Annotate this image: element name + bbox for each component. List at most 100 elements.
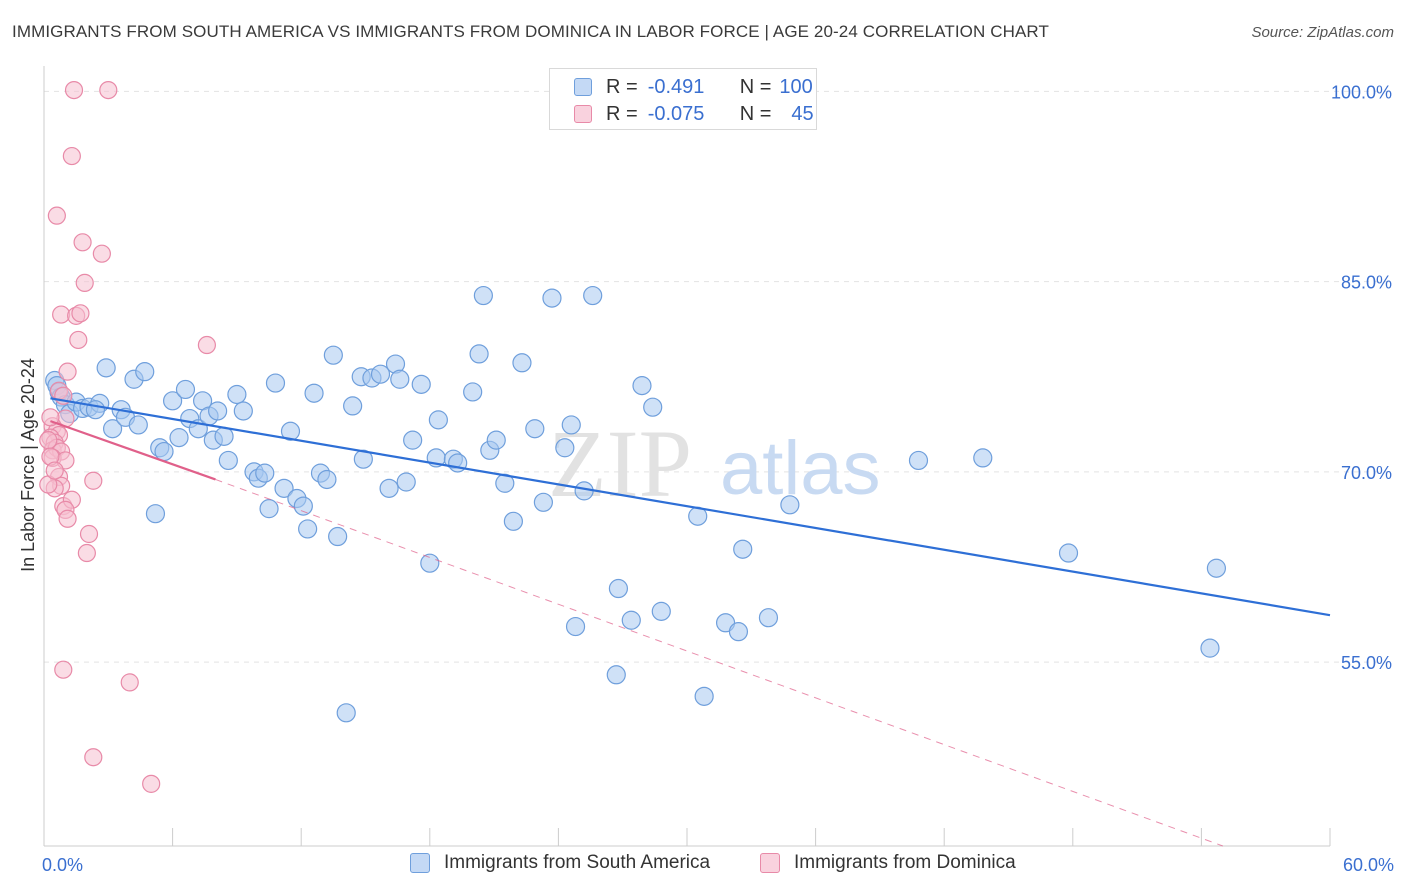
- south-america-point: [908, 450, 929, 471]
- dominica-trend-line: [50, 420, 216, 481]
- south-america-point: [259, 499, 279, 519]
- south-america-point: [154, 441, 174, 462]
- south-america-point: [227, 384, 247, 405]
- dominica-point: [84, 748, 103, 767]
- south-america-point: [135, 362, 155, 382]
- south-america-point: [379, 478, 399, 498]
- gridlines: [44, 90, 1394, 663]
- south-america-point: [233, 401, 253, 421]
- south-america-point: [525, 419, 545, 439]
- dominica-point: [84, 471, 103, 490]
- south-america-point: [428, 410, 448, 430]
- south-america-point: [145, 504, 166, 524]
- south-america-point: [583, 285, 603, 306]
- south-america-point: [274, 478, 294, 498]
- stats-swatch-blue: [574, 78, 592, 96]
- dominica-point: [45, 461, 64, 480]
- legend-label-dominica: Immigrants from Dominica: [794, 852, 1016, 873]
- south-america-point: [304, 383, 324, 403]
- dominica-point: [71, 304, 90, 323]
- dominica-point: [79, 524, 99, 544]
- dominica-point: [99, 80, 118, 100]
- south-america-point: [473, 285, 493, 306]
- south-america-point: [463, 382, 483, 402]
- chart-title: IMMIGRANTS FROM SOUTH AMERICA VS IMMIGRA…: [12, 22, 1049, 41]
- legend-label-south-america: Immigrants from South America: [444, 852, 711, 873]
- south-america-point: [403, 430, 423, 450]
- dominica-point: [73, 233, 92, 252]
- south-america-point: [1206, 558, 1227, 578]
- series-dominica-points: [39, 80, 216, 793]
- south-america-point: [420, 553, 440, 573]
- south-america-point: [486, 430, 506, 450]
- dominica-point: [69, 330, 88, 350]
- south-america-point: [128, 415, 148, 435]
- south-america-point: [512, 353, 532, 373]
- south-america-point: [733, 539, 753, 559]
- trend-lines: [50, 397, 1331, 847]
- south-america-point: [85, 400, 106, 420]
- south-america-point: [561, 415, 581, 435]
- legend-item-south-america[interactable]: Immigrants from South America: [410, 852, 710, 874]
- south-america-point: [758, 608, 779, 628]
- south-america-point: [632, 376, 652, 396]
- south-america-point: [621, 610, 641, 630]
- south-america-point: [643, 397, 663, 417]
- south-america-point: [370, 364, 391, 384]
- y-tick-label: 100.0%: [1331, 82, 1392, 102]
- south-america-point: [323, 345, 343, 365]
- stats-swatch-pink: [574, 105, 592, 123]
- south-america-point: [973, 448, 993, 468]
- stats-n-value: 100: [779, 75, 813, 98]
- south-america-point: [651, 601, 671, 621]
- south-america-point: [343, 396, 363, 416]
- south-america-point: [608, 578, 629, 599]
- y-tick-label: 85.0%: [1341, 273, 1392, 293]
- x-tick-label: 0.0%: [42, 855, 83, 875]
- dominica-point: [62, 146, 81, 166]
- south-america-point: [218, 450, 238, 471]
- south-america-point: [265, 373, 286, 393]
- dominica-point: [54, 660, 73, 679]
- south-america-point: [1200, 638, 1220, 658]
- south-america-point: [353, 449, 373, 469]
- stats-r-value: -0.491: [647, 75, 705, 98]
- south-america-point: [565, 616, 586, 637]
- legend-item-dominica[interactable]: Immigrants from Dominica: [760, 852, 1016, 874]
- dominica-point: [47, 206, 66, 225]
- watermark-atlas: atlas: [720, 426, 881, 511]
- south-america-point: [317, 469, 337, 490]
- south-america-point: [533, 492, 553, 512]
- south-america-point: [728, 622, 749, 642]
- dominica-point: [77, 543, 96, 563]
- south-america-point: [255, 463, 275, 483]
- south-america-point: [102, 419, 123, 439]
- dominica-point: [39, 431, 58, 450]
- stats-r-label: R =: [606, 102, 638, 125]
- stats-n-value: 45: [791, 102, 814, 125]
- south-america-point: [1058, 543, 1079, 563]
- south-america-point: [293, 496, 313, 516]
- bottom-legend: Immigrants from South America Immigrants…: [0, 852, 1406, 878]
- source-credit: Source: ZipAtlas.com: [1251, 24, 1394, 41]
- stats-r-value: -0.075: [647, 102, 705, 125]
- south-america-point: [214, 426, 234, 446]
- south-america-point: [328, 526, 348, 547]
- tick-labels: 55.0% 70.0% 85.0% 100.0% 0.0% 60.0%: [42, 82, 1394, 875]
- stats-row-dominica: R = -0.075 N = 45: [574, 102, 814, 126]
- series-south-america-points: [45, 285, 1227, 723]
- stats-n-label: N =: [739, 102, 772, 125]
- south-america-point: [208, 401, 228, 421]
- south-america-point: [606, 665, 626, 685]
- y-tick-label: 70.0%: [1341, 463, 1392, 483]
- dominica-point: [52, 305, 71, 324]
- stats-r-label: R =: [606, 75, 638, 98]
- south-america-point: [396, 472, 416, 492]
- dominica-point: [120, 673, 139, 692]
- x-tick-label: 60.0%: [1343, 855, 1394, 875]
- dominica-point: [92, 244, 111, 263]
- south-america-point: [175, 379, 196, 400]
- stats-n-label: N =: [739, 75, 772, 98]
- south-america-point: [780, 495, 800, 515]
